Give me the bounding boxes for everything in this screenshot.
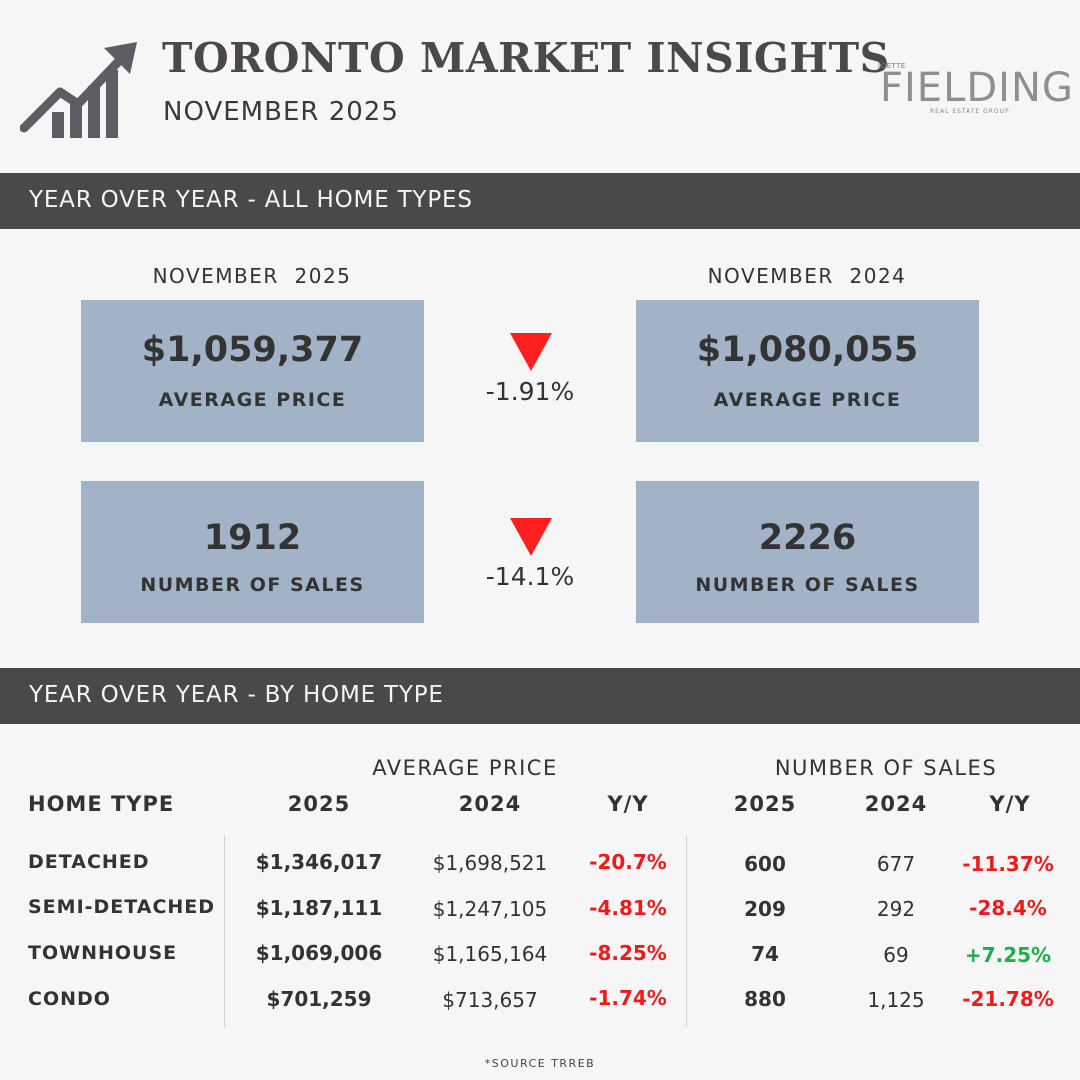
row-label-detached: DETACHED (28, 851, 150, 873)
sales-previous-value: 2226 (758, 518, 857, 558)
table-cell: $1,247,105 (432, 897, 548, 921)
col-sales-2025: 2025 (733, 792, 797, 816)
table-cell: -1.74% (589, 986, 667, 1010)
column-divider (686, 835, 687, 1027)
sales-change: -14.1% (485, 562, 575, 591)
table-cell: $1,069,006 (255, 941, 383, 965)
col-price-2025: 2025 (287, 792, 351, 816)
avg-price-change: -1.91% (485, 377, 575, 406)
table-cell: -11.37% (962, 852, 1054, 876)
table-cell: 677 (876, 852, 916, 876)
avg-price-previous-label: AVERAGE PRICE (713, 389, 902, 411)
sales-current-card: 1912 NUMBER OF SALES (81, 481, 424, 623)
sales-previous-label: NUMBER OF SALES (695, 574, 920, 596)
table-cell: $1,165,164 (432, 942, 548, 966)
current-period-label: NOVEMBER 2025 (152, 264, 352, 288)
table-cell: +7.25% (964, 943, 1052, 967)
table-cell: 600 (744, 852, 786, 876)
page-title: TORONTO MARKET INSIGHTS (162, 34, 890, 82)
row-label-condo: CONDO (28, 988, 111, 1010)
table-cell: -28.4% (969, 896, 1047, 920)
down-triangle-icon (510, 333, 552, 371)
table-cell: -21.78% (962, 987, 1054, 1011)
table-cell: $1,187,111 (255, 896, 383, 920)
table-cell: $1,346,017 (255, 850, 383, 874)
source-note: *SOURCE TRREB (484, 1057, 596, 1070)
logo-main-text: FIELDING (880, 65, 1074, 111)
avg-price-current-label: AVERAGE PRICE (158, 389, 347, 411)
table-cell: $701,259 (266, 987, 372, 1011)
brand-logo: JOETTE FIELDING REAL ESTATE GROUP (878, 62, 1073, 122)
group-header-price: AVERAGE PRICE (372, 756, 558, 780)
col-home-type: HOME TYPE (28, 792, 175, 816)
avg-price-current-card: $1,059,377 AVERAGE PRICE (81, 300, 424, 442)
sales-current-value: 1912 (203, 518, 302, 558)
down-triangle-icon (510, 518, 552, 556)
row-label-semi-detached: SEMI-DETACHED (28, 896, 216, 918)
logo-top-text: JOETTE (878, 62, 906, 70)
table-cell: 74 (751, 942, 779, 966)
avg-price-current-value: $1,059,377 (141, 330, 364, 370)
col-sales-2024: 2024 (864, 792, 928, 816)
avg-price-previous-card: $1,080,055 AVERAGE PRICE (636, 300, 979, 442)
col-price-yy: Y/Y (607, 792, 649, 816)
section-bar-all-types: YEAR OVER YEAR - ALL HOME TYPES (0, 173, 1080, 229)
table-cell: -8.25% (589, 941, 667, 965)
previous-period-label: NOVEMBER 2024 (707, 264, 907, 288)
sales-previous-card: 2226 NUMBER OF SALES (636, 481, 979, 623)
section-heading: YEAR OVER YEAR - BY HOME TYPE (29, 682, 444, 708)
trending-up-bar-chart-icon (20, 42, 137, 138)
table-cell: -4.81% (589, 896, 667, 920)
table-cell: 69 (883, 943, 909, 967)
table-cell: 1,125 (867, 988, 925, 1012)
col-price-2024: 2024 (458, 792, 522, 816)
table-cell: 209 (744, 897, 786, 921)
section-heading: YEAR OVER YEAR - ALL HOME TYPES (29, 187, 473, 213)
table-cell: 292 (876, 897, 916, 921)
row-label-townhouse: TOWNHOUSE (28, 942, 178, 964)
table-cell: -20.7% (589, 850, 667, 874)
page-subtitle: NOVEMBER 2025 (163, 97, 399, 127)
column-divider (224, 835, 225, 1027)
avg-price-previous-value: $1,080,055 (696, 330, 919, 370)
logo-sub-text: REAL ESTATE GROUP (930, 108, 1010, 115)
col-sales-yy: Y/Y (989, 792, 1031, 816)
sales-current-label: NUMBER OF SALES (140, 574, 365, 596)
table-cell: 880 (744, 987, 786, 1011)
table-cell: $1,698,521 (432, 851, 548, 875)
table-cell: $713,657 (442, 988, 538, 1012)
section-bar-by-type: YEAR OVER YEAR - BY HOME TYPE (0, 668, 1080, 724)
group-header-sales: NUMBER OF SALES (774, 756, 998, 780)
